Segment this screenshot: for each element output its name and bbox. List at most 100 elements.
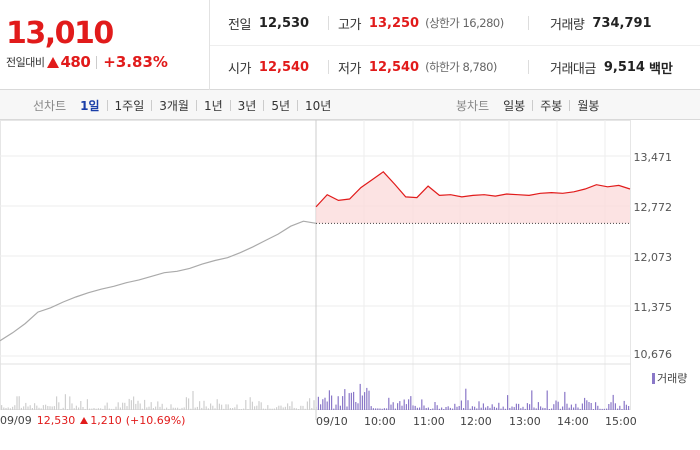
line-chart-tabs: 선차트 1일 1주일 3개월 1년 3년 5년 10년 — [33, 90, 331, 120]
quote-panel: 13,010 전일대비 480 +3.83% 전일 12,530 고가 13,2… — [0, 0, 700, 90]
stat-label: 전일 — [228, 17, 251, 33]
prev-day-info: 09/09 12,530 1,210 (+10.69%) — [0, 414, 185, 427]
volume-bar — [111, 408, 113, 410]
volume-bar — [130, 400, 132, 410]
volume-bar — [467, 400, 469, 410]
tab-daily[interactable]: 일봉 — [503, 98, 526, 113]
volume-bar — [590, 403, 592, 410]
stat-value: 13,250 — [368, 15, 420, 31]
volume-bar — [238, 409, 240, 410]
volume-bar — [436, 405, 438, 410]
volume-bar — [445, 407, 447, 410]
volume-bar — [207, 408, 209, 410]
volume-bar — [60, 408, 62, 410]
volume-bar — [559, 408, 561, 410]
volume-bar — [441, 407, 443, 410]
volume-bar — [379, 408, 381, 410]
volume-bar — [344, 389, 346, 410]
stat-label: 고가 — [338, 17, 361, 33]
volume-bar — [124, 402, 126, 410]
divider — [569, 99, 571, 111]
volume-bar — [256, 405, 258, 410]
divider — [297, 99, 299, 111]
stat-value: 12,540 — [368, 59, 420, 75]
volume-bar — [434, 402, 436, 410]
volume-bar — [265, 408, 267, 410]
volume-bar — [493, 406, 495, 410]
volume-bar — [480, 407, 482, 410]
volume-bar — [205, 406, 207, 410]
volume-bar — [570, 404, 572, 410]
volume-bar — [133, 396, 135, 410]
volume-bar — [20, 407, 22, 410]
volume-bar — [337, 396, 339, 410]
y-tick-label: 11,375 — [633, 301, 673, 314]
x-tick-label: 14:00 — [557, 415, 589, 428]
tab-1w[interactable]: 1주일 — [114, 98, 145, 113]
volume-bar — [500, 408, 502, 410]
volume-bar — [357, 403, 359, 410]
volume-bar — [258, 401, 260, 410]
volume-bar — [603, 408, 605, 410]
up-triangle-icon — [80, 417, 89, 424]
volume-bar — [614, 403, 616, 410]
tab-3m[interactable]: 3개월 — [159, 98, 189, 113]
volume-legend-label: 거래량 — [657, 372, 688, 385]
volume-bar — [502, 406, 504, 410]
period-tabs: 선차트 1일 1주일 3개월 1년 3년 5년 10년 봉차트 일봉 주봉 월봉 — [0, 90, 700, 120]
divider — [210, 45, 700, 46]
volume-bar — [234, 407, 236, 410]
tab-1y[interactable]: 1년 — [203, 98, 223, 113]
tab-1d[interactable]: 1일 — [80, 98, 100, 113]
tab-monthly[interactable]: 월봉 — [577, 98, 600, 113]
stat-unit: 백만 — [648, 61, 673, 77]
volume-bar — [14, 405, 16, 410]
volume-bar — [423, 405, 425, 410]
volume-bar — [300, 405, 302, 410]
volume-bar — [152, 408, 154, 410]
volume-bar — [324, 397, 326, 410]
volume-bar — [115, 406, 117, 410]
volume-bar — [86, 399, 88, 410]
price-chart[interactable]: 13,471 12,772 12,073 11,375 10,676 거래량 0… — [0, 120, 700, 450]
volume-bar — [188, 398, 190, 410]
volume-bar — [113, 408, 115, 410]
tab-5y[interactable]: 5년 — [271, 98, 291, 113]
volume-bar — [546, 390, 548, 410]
volume-bar — [194, 407, 196, 410]
volume-bar — [161, 403, 163, 410]
divider — [96, 55, 98, 69]
volume-bar — [141, 408, 143, 410]
volume-bar — [89, 408, 91, 410]
volume-bar — [346, 406, 348, 410]
stat-label: 거래량 — [550, 17, 585, 33]
volume-bar — [562, 406, 564, 410]
volume-bar — [544, 408, 546, 410]
up-triangle-icon — [47, 56, 60, 68]
volume-bar — [403, 399, 405, 410]
stat-label: 거래대금 — [550, 61, 596, 77]
volume-bar — [302, 405, 304, 410]
stat-value: 734,791 — [592, 15, 652, 31]
volume-bar — [412, 405, 414, 410]
volume-bar — [427, 407, 429, 410]
volume-bar — [306, 401, 308, 410]
volume-bar — [291, 401, 293, 410]
tab-10y[interactable]: 10년 — [305, 98, 332, 113]
stat-value: 9,514 — [603, 59, 645, 75]
stat-high: 고가 13,250 (상한가 16,280) — [338, 13, 504, 33]
tab-weekly[interactable]: 주봉 — [540, 98, 563, 113]
volume-bar — [273, 408, 275, 410]
volume-bar — [93, 408, 95, 410]
volume-legend: 거래량 — [652, 370, 687, 386]
volume-bar — [388, 397, 390, 410]
volume-bar — [159, 406, 161, 410]
x-tick-label: 11:00 — [413, 415, 445, 428]
volume-bar — [588, 402, 590, 410]
volume-bar — [190, 408, 192, 410]
volume-bar — [432, 408, 434, 410]
divider — [528, 16, 529, 30]
volume-bar — [128, 398, 130, 410]
tab-3y[interactable]: 3년 — [237, 98, 257, 113]
volume-bar — [366, 387, 368, 410]
